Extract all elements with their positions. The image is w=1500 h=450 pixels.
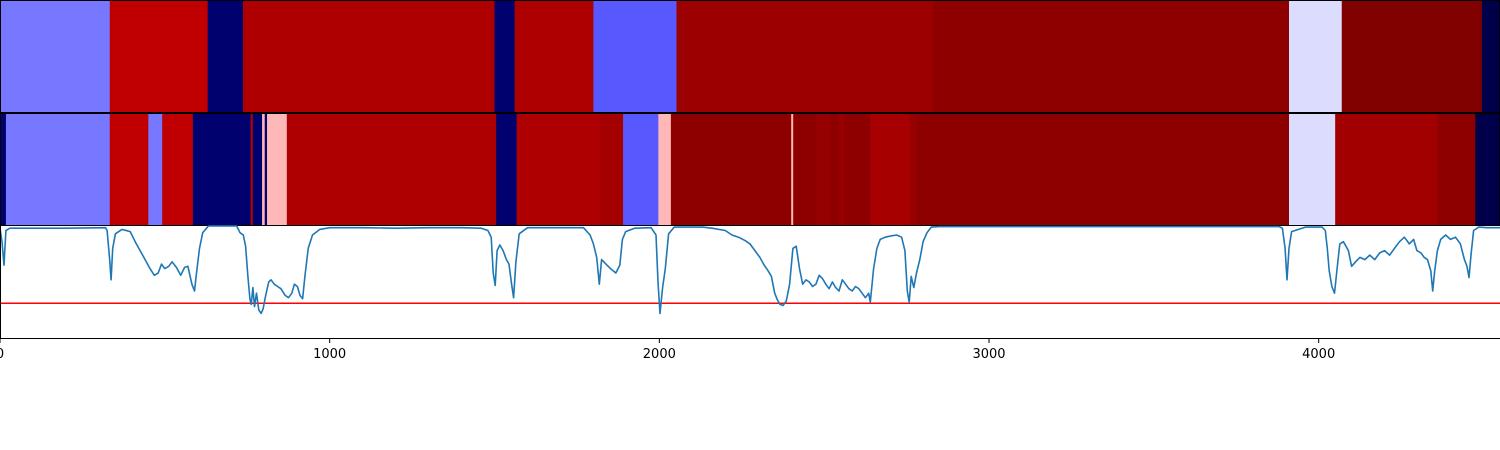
segment-bottom-8	[262, 113, 266, 226]
segment-bottom-0	[0, 113, 7, 226]
segment-bottom-6	[250, 113, 254, 226]
segment-top-2	[207, 0, 244, 113]
segment-bottom-14	[600, 113, 624, 226]
segment-bottom-18	[791, 113, 794, 226]
segment-bottom-5	[192, 113, 251, 226]
segment-bottom-15	[623, 113, 659, 226]
line-panel	[0, 225, 1500, 315]
x-tick-label-2000: 2000	[643, 347, 676, 362]
segment-top-9	[1289, 0, 1343, 113]
segment-top-6	[593, 0, 677, 113]
segment-bottom-16	[658, 113, 672, 226]
segment-top-3	[242, 0, 495, 113]
segment-bottom-26	[916, 113, 1290, 226]
segment-bottom-1	[5, 113, 111, 226]
segment-bottom-13	[516, 113, 601, 226]
segment-bottom-7	[252, 113, 263, 226]
segment-bottom-2	[109, 113, 149, 226]
segment-top-11	[1481, 0, 1500, 113]
segment-bottom-23	[843, 113, 871, 226]
segment-bottom-27	[1289, 113, 1336, 226]
segment-bottom-19	[793, 113, 817, 226]
segment-top-10	[1341, 0, 1483, 113]
x-tick-label-4000: 4000	[1302, 347, 1335, 362]
segment-bottom-4	[162, 113, 194, 226]
segment-bottom-12	[496, 113, 517, 226]
segment-bottom-30	[1475, 113, 1500, 226]
segment-bottom-25	[909, 113, 917, 226]
segment-top-0	[0, 0, 111, 113]
segment-top-5	[514, 0, 594, 113]
segment-bottom-21	[830, 113, 840, 226]
x-tick-label-0: 0	[0, 347, 4, 362]
segment-top-8	[932, 0, 1290, 113]
segmentation-panel-bottom	[0, 113, 1500, 226]
series-line	[0, 225, 1500, 315]
segment-bottom-17	[670, 113, 792, 226]
segment-top-4	[494, 0, 516, 113]
segment-top-7	[676, 0, 934, 113]
segment-bottom-11	[286, 113, 497, 226]
segment-bottom-28	[1335, 113, 1438, 226]
segment-bottom-10	[267, 113, 288, 226]
segmentation-panel-top	[0, 0, 1500, 113]
segment-bottom-24	[870, 113, 911, 226]
segment-bottom-20	[815, 113, 832, 226]
segment-top-1	[109, 0, 209, 113]
x-tick-label-1000: 1000	[313, 347, 346, 362]
segment-bottom-3	[148, 113, 163, 226]
segment-bottom-9	[264, 113, 268, 226]
x-tick-label-3000: 3000	[972, 347, 1005, 362]
segment-bottom-22	[839, 113, 845, 226]
x-axis-ticks: 0 1000 2000 3000 4000	[0, 338, 1335, 362]
segment-bottom-29	[1437, 113, 1476, 226]
